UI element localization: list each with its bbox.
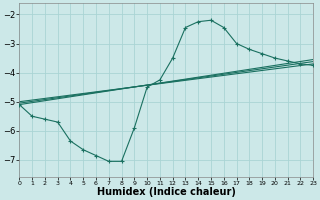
- X-axis label: Humidex (Indice chaleur): Humidex (Indice chaleur): [97, 187, 236, 197]
